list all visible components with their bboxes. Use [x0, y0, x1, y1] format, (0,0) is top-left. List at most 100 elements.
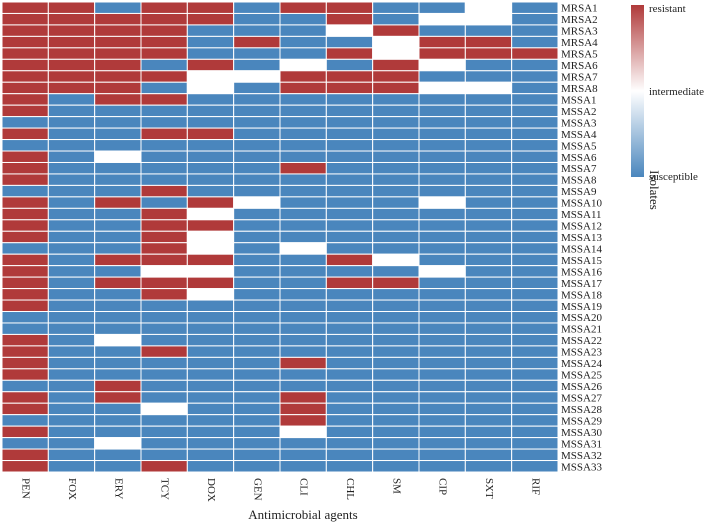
- heatmap-cell-mssa5-pen: [1, 139, 49, 152]
- heatmap-cell-mssa5-rif: [511, 139, 559, 152]
- heatmap-cell-mssa15-chl: [325, 253, 374, 267]
- row-label-mrsa5: MRSA5: [561, 49, 598, 61]
- heatmap-cell-mssa23-cli: [279, 345, 327, 358]
- heatmap-cell-mssa13-cip: [418, 230, 466, 244]
- heatmap-cell-mssa19-fox: [47, 299, 96, 313]
- heatmap-cell-mssa9-tcy: [140, 184, 188, 198]
- heatmap-cell-mssa7-gen: [233, 161, 281, 175]
- heatmap-cell-mssa25-sm: [372, 368, 420, 381]
- heatmap-cell-mssa26-ery: [94, 379, 142, 393]
- heatmap-cell-mssa12-cli: [279, 219, 327, 232]
- row-label-mssa5: MSSA5: [561, 140, 597, 152]
- heatmap-cell-mssa21-gen: [233, 322, 281, 335]
- heatmap-cell-mssa32-fox: [47, 448, 96, 462]
- heatmap-cell-mssa6-rif: [511, 150, 559, 163]
- heatmap-cell-mssa2-cip: [418, 104, 466, 118]
- heatmap-cell-mrsa6-gen: [233, 58, 281, 72]
- y-axis-title: Isolates: [647, 170, 662, 210]
- heatmap-cell-mrsa3-pen: [1, 24, 49, 37]
- heatmap-cell-mrsa5-gen: [233, 47, 281, 60]
- heatmap-cell-mrsa4-pen: [1, 35, 49, 49]
- heatmap-cell-mssa19-gen: [233, 299, 281, 313]
- heatmap-cell-mrsa3-sm: [372, 24, 420, 37]
- color-legend: resistant intermediate susceptible: [631, 3, 704, 183]
- heatmap-cell-mssa14-gen: [233, 242, 281, 255]
- heatmap-cell-mssa8-tcy: [140, 173, 188, 186]
- row-label-mssa22: MSSA22: [561, 335, 602, 347]
- row-label-mssa10: MSSA10: [561, 198, 602, 210]
- heatmap-cell-mssa25-dox: [186, 368, 235, 381]
- heatmap-cell-mrsa7-chl: [325, 70, 374, 83]
- heatmap-cell-mssa16-sxt: [464, 265, 513, 278]
- heatmap-cell-mssa9-chl: [325, 184, 374, 198]
- heatmap-cell-mssa5-fox: [47, 139, 96, 152]
- heatmap-cell-mrsa7-sm: [372, 70, 420, 83]
- heatmap-cell-mssa32-dox: [186, 448, 235, 462]
- row-label-mrsa3: MRSA3: [561, 26, 598, 38]
- heatmap-cell-mssa12-ery: [94, 219, 142, 232]
- heatmap-cell-mssa17-chl: [325, 276, 374, 290]
- row-label-mrsa4: MRSA4: [561, 37, 598, 49]
- heatmap-cell-mssa25-rif: [511, 368, 559, 381]
- heatmap-cell-mssa12-gen: [233, 219, 281, 232]
- heatmap-cell-mssa21-pen: [1, 322, 49, 335]
- heatmap-cell-mssa9-ery: [94, 184, 142, 198]
- heatmap-cell-mrsa2-dox: [186, 12, 235, 26]
- heatmap-cell-mrsa4-gen: [233, 35, 281, 49]
- heatmap-cell-mssa21-cip: [418, 322, 466, 335]
- heatmap-cell-mssa22-gen: [233, 333, 281, 347]
- row-label-mssa25: MSSA25: [561, 370, 602, 382]
- heatmap-cell-mssa3-ery: [94, 116, 142, 129]
- heatmap-cell-mrsa6-fox: [47, 58, 96, 72]
- heatmap-cell-mssa4-dox: [186, 127, 235, 141]
- heatmap-cell-mrsa6-cip: [418, 58, 466, 72]
- row-label-mssa17: MSSA17: [561, 278, 602, 290]
- row-label-mssa2: MSSA2: [561, 106, 596, 118]
- heatmap-cell-mssa10-sxt: [464, 196, 513, 209]
- column-labels: PEN FOX ERY TCY DOX GEN CLI CHL SM CIP SXT RIF: [20, 478, 542, 502]
- heatmap-cell-mrsa8-tcy: [140, 81, 188, 95]
- heatmap-cell-mssa23-fox: [47, 345, 96, 358]
- row-label-mssa21: MSSA21: [561, 324, 602, 336]
- heatmap-cell-mssa24-dox: [186, 356, 235, 370]
- heatmap-cell-mssa15-sm: [372, 253, 420, 267]
- heatmap-cell-mssa12-dox: [186, 219, 235, 232]
- heatmap-cell-mssa22-rif: [511, 333, 559, 347]
- heatmap-cell-mssa19-ery: [94, 299, 142, 313]
- heatmap-cell-mrsa5-sm: [372, 47, 420, 60]
- heatmap-cell-mssa32-gen: [233, 448, 281, 462]
- heatmap-cell-mssa6-pen: [1, 150, 49, 163]
- heatmap-cell-mssa9-cli: [279, 184, 327, 198]
- heatmap-cell-mssa2-pen: [1, 104, 49, 118]
- heatmap-cell-mssa6-dox: [186, 150, 235, 163]
- row-label-mssa33: MSSA33: [561, 461, 602, 473]
- heatmap-cell-mssa4-ery: [94, 127, 142, 141]
- heatmap-cell-mrsa6-ery: [94, 58, 142, 72]
- heatmap-cell-mssa22-tcy: [140, 333, 188, 347]
- column-label-sm: SM: [390, 478, 402, 494]
- heatmap-cell-mrsa7-cip: [418, 70, 466, 83]
- heatmap-cell-mssa30-sxt: [464, 425, 513, 439]
- heatmap-cell-mssa30-pen: [1, 425, 49, 439]
- heatmap-cell-mssa20-tcy: [140, 311, 188, 324]
- row-label-mssa15: MSSA15: [561, 255, 602, 267]
- heatmap-cell-mssa21-tcy: [140, 322, 188, 335]
- heatmap-cell-mrsa1-dox: [186, 1, 235, 14]
- heatmap-cell-mssa12-cip: [418, 219, 466, 232]
- heatmap-cell-mrsa4-sm: [372, 35, 420, 49]
- heatmap-cell-mssa2-chl: [325, 104, 374, 118]
- heatmap-cell-mrsa7-tcy: [140, 70, 188, 83]
- heatmap-cell-mssa7-rif: [511, 161, 559, 175]
- heatmap-cell-mssa19-cip: [418, 299, 466, 313]
- heatmap-cell-mrsa8-pen: [1, 81, 49, 95]
- heatmap-cell-mssa24-cip: [418, 356, 466, 370]
- heatmap-cell-mssa4-sxt: [464, 127, 513, 141]
- heatmap-cell-mrsa1-rif: [511, 1, 559, 14]
- heatmap-cell-mssa24-sm: [372, 356, 420, 370]
- heatmap-cell-mrsa1-pen: [1, 1, 49, 14]
- column-label-fox: FOX: [66, 478, 78, 500]
- heatmap-cell-mssa20-pen: [1, 311, 49, 324]
- heatmap-cell-mssa1-sm: [372, 93, 420, 106]
- heatmap-cell-mrsa2-sxt: [464, 12, 513, 26]
- heatmap-cell-mrsa4-cli: [279, 35, 327, 49]
